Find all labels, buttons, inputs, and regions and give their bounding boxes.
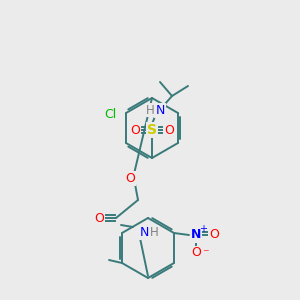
Text: N: N xyxy=(155,103,165,116)
Text: O: O xyxy=(191,247,201,260)
Text: O: O xyxy=(130,124,140,136)
Text: O: O xyxy=(209,229,219,242)
Text: O: O xyxy=(164,124,174,136)
Text: ⁻: ⁻ xyxy=(202,248,208,260)
Text: O: O xyxy=(94,212,104,224)
Text: N: N xyxy=(139,226,149,238)
Text: H: H xyxy=(150,226,158,238)
Text: S: S xyxy=(147,123,157,137)
Text: Cl: Cl xyxy=(104,109,116,122)
Text: +: + xyxy=(199,224,207,234)
Text: H: H xyxy=(146,103,154,116)
Text: N: N xyxy=(191,229,201,242)
Text: O: O xyxy=(125,172,135,184)
